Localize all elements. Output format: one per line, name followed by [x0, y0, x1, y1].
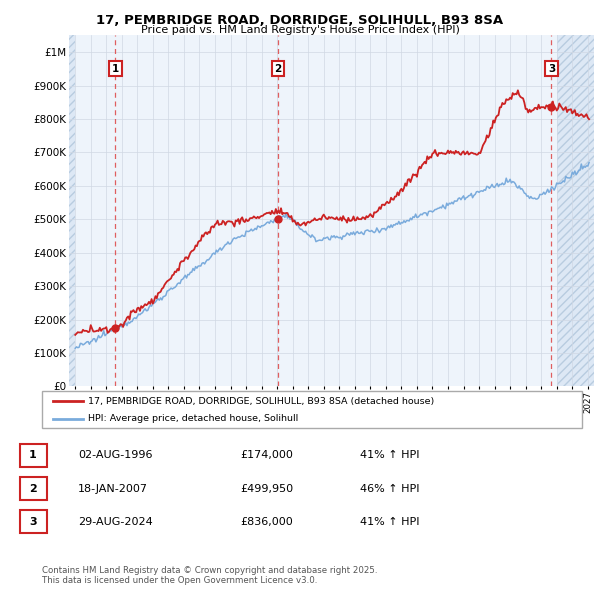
Text: 41% ↑ HPI: 41% ↑ HPI: [360, 451, 419, 460]
Bar: [557, 35, 594, 386]
Text: Contains HM Land Registry data © Crown copyright and database right 2025.
This d: Contains HM Land Registry data © Crown c…: [42, 566, 377, 585]
Text: 46% ↑ HPI: 46% ↑ HPI: [360, 484, 419, 493]
Text: £836,000: £836,000: [240, 517, 293, 526]
Text: £174,000: £174,000: [240, 451, 293, 460]
Text: 17, PEMBRIDGE ROAD, DORRIDGE, SOLIHULL, B93 8SA: 17, PEMBRIDGE ROAD, DORRIDGE, SOLIHULL, …: [97, 14, 503, 27]
FancyBboxPatch shape: [42, 391, 582, 428]
Text: 02-AUG-1996: 02-AUG-1996: [78, 451, 152, 460]
Text: 2: 2: [274, 64, 281, 74]
Text: 17, PEMBRIDGE ROAD, DORRIDGE, SOLIHULL, B93 8SA (detached house): 17, PEMBRIDGE ROAD, DORRIDGE, SOLIHULL, …: [88, 396, 434, 405]
Text: 3: 3: [548, 64, 555, 74]
Text: HPI: Average price, detached house, Solihull: HPI: Average price, detached house, Soli…: [88, 414, 298, 423]
Text: Price paid vs. HM Land Registry's House Price Index (HPI): Price paid vs. HM Land Registry's House …: [140, 25, 460, 35]
Text: 29-AUG-2024: 29-AUG-2024: [78, 517, 153, 526]
Text: 18-JAN-2007: 18-JAN-2007: [78, 484, 148, 493]
Text: 2: 2: [29, 484, 37, 493]
Text: 41% ↑ HPI: 41% ↑ HPI: [360, 517, 419, 526]
Bar: [69, 35, 75, 386]
Bar: [69, 35, 75, 386]
Text: 1: 1: [112, 64, 119, 74]
Text: £499,950: £499,950: [240, 484, 293, 493]
Bar: [557, 35, 594, 386]
Text: 3: 3: [29, 517, 37, 526]
Text: 1: 1: [29, 451, 37, 460]
